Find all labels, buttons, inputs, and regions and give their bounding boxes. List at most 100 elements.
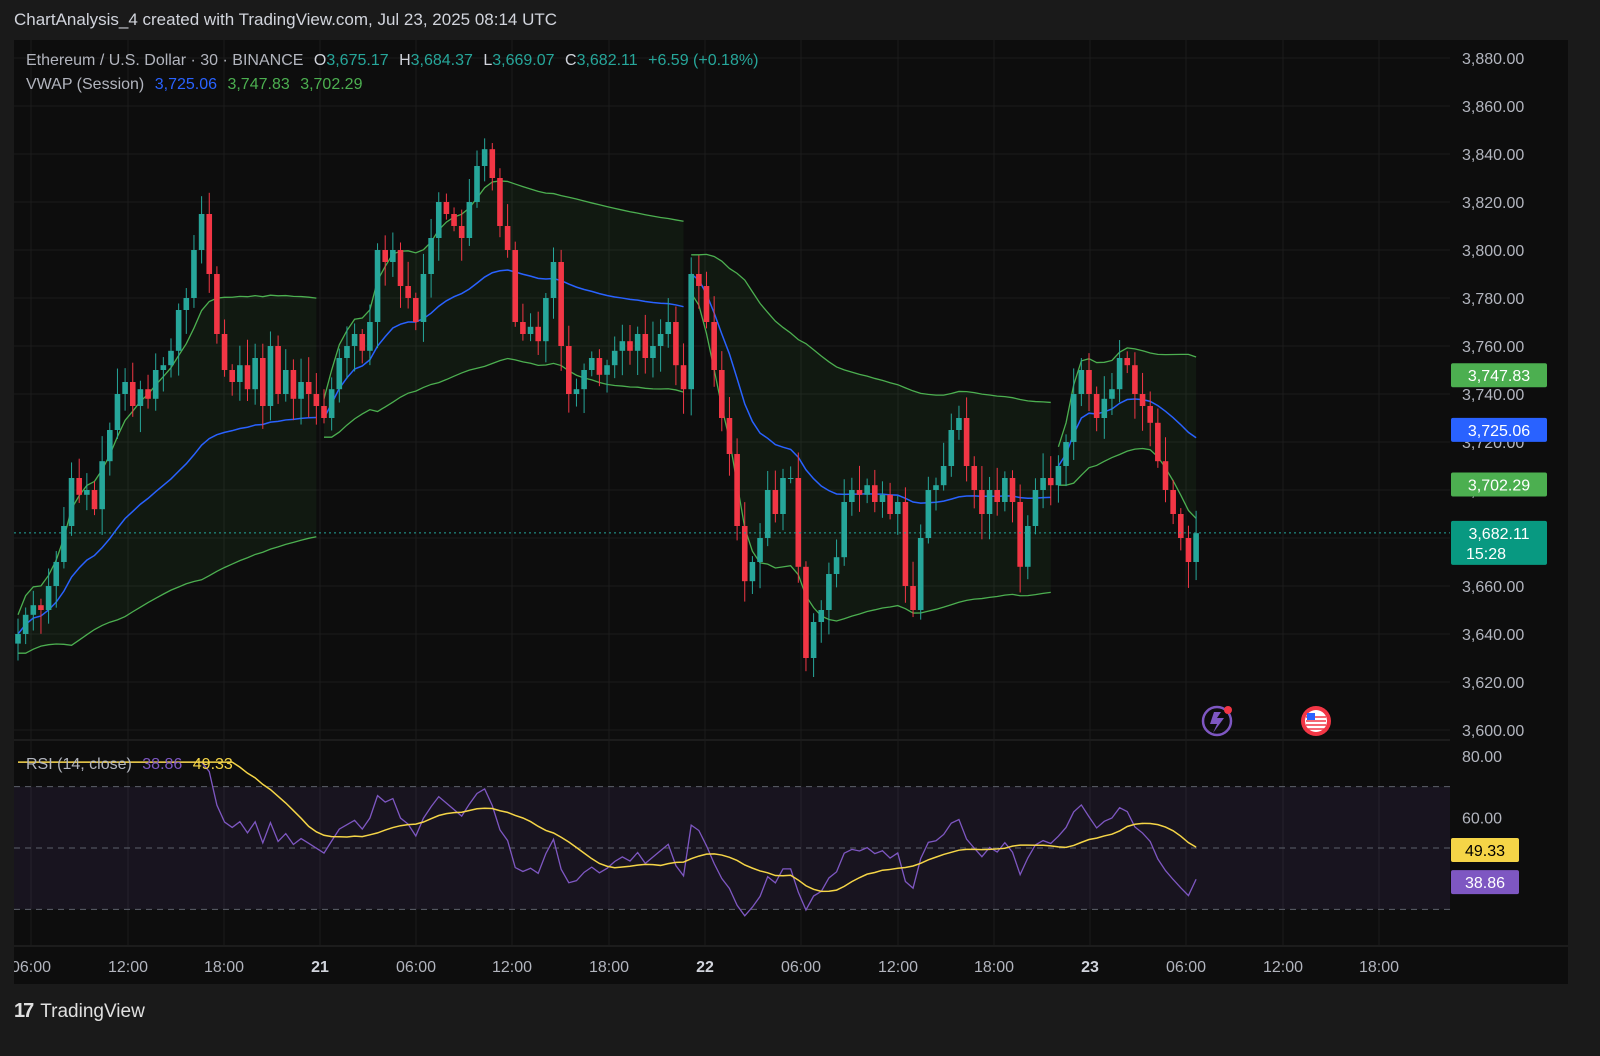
candle-body — [305, 382, 312, 394]
candle-body — [420, 274, 427, 322]
vwap-price-label: 3,725.06 — [1468, 423, 1530, 440]
candle-body — [1116, 358, 1123, 390]
price-tick-label: 3,760.00 — [1462, 339, 1524, 356]
vwap-lower-band-line — [324, 357, 684, 438]
candle-body — [550, 262, 557, 298]
rsi-ma-price-label: 49.33 — [1465, 843, 1505, 860]
candle-body — [1063, 442, 1069, 466]
candle-body — [512, 250, 519, 322]
tradingview-logo[interactable]: 17 TradingView — [14, 1000, 145, 1023]
time-tick-label: 06:00 — [1166, 959, 1206, 976]
time-tick-label: 12:00 — [878, 959, 918, 976]
price-chart-svg[interactable]: 3,880.00 3,860.00 3,840.00 3,820.00 3,800.00… — [14, 40, 1568, 984]
vwap-lower-price-label: 3,702.29 — [1468, 478, 1530, 495]
low-label: L — [483, 52, 493, 69]
candle-body — [803, 566, 809, 658]
candle-body — [925, 490, 932, 538]
candle-body — [175, 310, 182, 351]
candle-body — [841, 502, 847, 558]
candle-body — [711, 322, 717, 370]
candle-body — [137, 389, 144, 406]
vwap-label[interactable]: VWAP (Session) — [26, 76, 145, 93]
symbol-label[interactable]: Ethereum / U.S. Dollar · 30 · BINANCE — [26, 52, 304, 69]
candle-body — [290, 370, 297, 399]
tradingview-logo-icon: 17 — [14, 1000, 34, 1022]
candle-body — [780, 478, 786, 514]
candle-body — [91, 490, 98, 510]
candle-body — [275, 346, 281, 394]
price-axis-area[interactable] — [1450, 40, 1568, 984]
rsi-legend: RSI (14, close) 38.86 49.33 — [26, 756, 239, 774]
price-tick-label: 3,600.00 — [1462, 723, 1524, 740]
time-tick-label: 12:00 — [108, 959, 148, 976]
candle-body — [688, 274, 694, 390]
candle-body — [390, 250, 396, 262]
candle-body — [673, 322, 679, 366]
time-tick-label: 22 — [696, 959, 714, 976]
rsi-ma-value: 49.33 — [192, 756, 233, 773]
candle-body — [933, 485, 939, 490]
open-value: 3,675.17 — [326, 52, 389, 69]
vwap-price-label-box — [1451, 417, 1547, 442]
candle-body — [1155, 422, 1161, 462]
candle-body — [244, 365, 251, 390]
candle-body — [84, 490, 90, 495]
candle-body — [948, 430, 955, 466]
candle-body — [99, 461, 105, 510]
chart-frame[interactable]: 3,880.00 3,860.00 3,840.00 3,820.00 3,800.00… — [14, 40, 1568, 984]
candle-body — [397, 250, 404, 286]
candle-body — [604, 365, 610, 375]
price-tick-label: 3,880.00 — [1462, 51, 1524, 68]
candle-body — [1170, 490, 1176, 514]
time-tick-label: 12:00 — [1263, 959, 1303, 976]
time-tick-label: 18:00 — [1359, 959, 1399, 976]
candle-body — [1093, 394, 1100, 418]
candle-body — [749, 562, 756, 582]
candle-body — [489, 149, 496, 178]
time-tick-label: 12:00 — [492, 959, 532, 976]
candle-body — [543, 298, 549, 342]
candle-body — [680, 365, 687, 390]
price-tick-label: 3,660.00 — [1462, 579, 1524, 596]
last-price-label-countdown: 15:28 — [1466, 546, 1506, 563]
candle-body — [795, 478, 802, 567]
candle-body — [650, 346, 656, 358]
candle-body — [772, 490, 779, 514]
rsi-value: 38.86 — [142, 756, 183, 773]
candle-body — [1047, 478, 1054, 486]
vwap-value: 3,725.06 — [154, 76, 217, 93]
vwap-line — [17, 416, 317, 635]
candle-body — [826, 574, 832, 610]
rsi-label[interactable]: RSI (14, close) — [26, 756, 132, 773]
candle-body — [864, 485, 870, 495]
time-tick-label: 06:00 — [396, 959, 436, 976]
candle-body — [856, 490, 863, 495]
vwap-upper-band-line — [17, 294, 317, 616]
time-tick-label: 06:00 — [14, 959, 51, 976]
candle-body — [734, 454, 740, 526]
vwap-band-fill — [324, 180, 684, 438]
time-tick-label: 18:00 — [589, 959, 629, 976]
earnings-event-icon[interactable] — [1201, 705, 1233, 737]
candle-body — [38, 605, 44, 610]
candle-body — [1002, 478, 1008, 502]
candle-body — [22, 614, 29, 634]
candle-body — [956, 418, 962, 430]
candle-body — [581, 370, 587, 390]
candle-body — [481, 149, 488, 166]
candle-body — [252, 358, 258, 390]
price-tick-label: 3,740.00 — [1462, 387, 1524, 404]
candle-body — [986, 490, 993, 514]
candle-body — [107, 430, 113, 462]
candle-body — [1009, 478, 1016, 502]
candle-body — [887, 494, 893, 514]
candle-body — [535, 326, 541, 342]
lightning-icon — [1210, 712, 1224, 733]
candle-body — [696, 274, 702, 286]
candle-body — [849, 490, 855, 502]
chart-header-title: ChartAnalysis_4 created with TradingView… — [14, 10, 558, 29]
candle-body — [122, 382, 128, 394]
candle-body — [30, 605, 37, 615]
candle-body — [879, 494, 886, 502]
candle-body — [963, 418, 970, 466]
